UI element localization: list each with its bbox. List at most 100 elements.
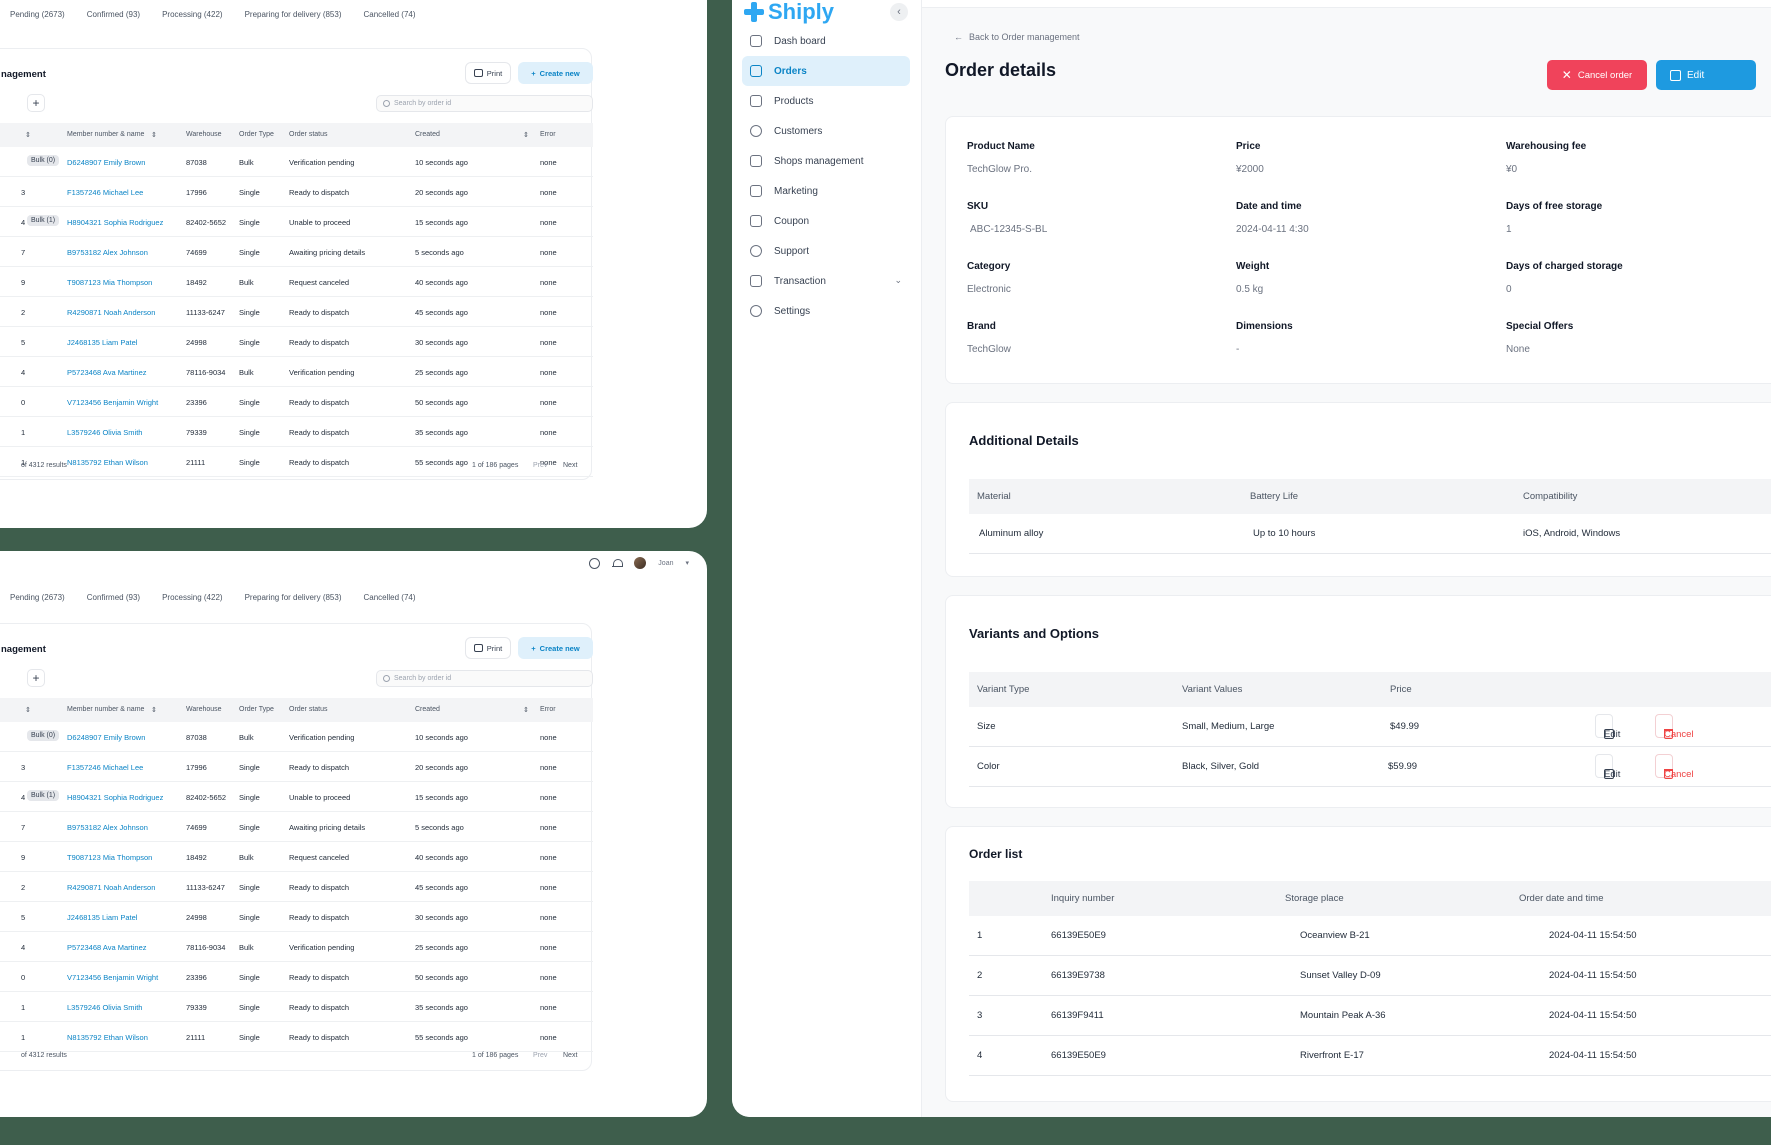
sort-icon[interactable]: ⇕: [25, 132, 31, 139]
sidebar-item-marketing[interactable]: Marketing: [742, 176, 910, 206]
table-row[interactable]: 9 T9087123 Mia Thompson 18492 Bulk Request c…: [0, 842, 593, 872]
column-header-member[interactable]: Member number & name: [67, 131, 145, 138]
member-link[interactable]: B9753182 Alex Johnson: [67, 823, 148, 832]
table-row[interactable]: D6248907 Emily Brown 87038 Bulk Verificatio…: [0, 147, 593, 177]
table-row[interactable]: 1 N8135792 Ethan Wilson 21111 Single Ready t…: [0, 1022, 593, 1052]
tab-cancelled[interactable]: Cancelled (74): [363, 10, 416, 19]
member-link[interactable]: P5723468 Ava Martinez: [67, 943, 147, 952]
tab-processing[interactable]: Processing (422): [162, 593, 223, 602]
table-row[interactable]: 9 T9087123 Mia Thompson 18492 Bulk Request c…: [0, 267, 593, 297]
table-row[interactable]: 4 P5723468 Ava Martinez 78116-9034 Bulk Veri…: [0, 932, 593, 962]
avatar[interactable]: [634, 557, 647, 569]
add-filter-button[interactable]: +: [27, 669, 45, 687]
sort-icon[interactable]: ⇕: [151, 132, 157, 139]
table-row[interactable]: 3 F1357246 Michael Lee 17996 Single Ready to…: [0, 177, 593, 207]
collapse-sidebar-button[interactable]: ‹: [890, 3, 908, 21]
member-link[interactable]: B9753182 Alex Johnson: [67, 248, 148, 257]
member-link[interactable]: R4290871 Noah Anderson: [67, 308, 156, 317]
next-button[interactable]: Next: [563, 1052, 578, 1059]
table-row[interactable]: 1 L3579246 Olivia Smith 79339 Single Ready t…: [0, 992, 593, 1022]
table-row[interactable]: 4 66139E50E9 Riverfront E-17 2024-04-11 …: [969, 1036, 1771, 1076]
tab-confirmed[interactable]: Confirmed (93): [86, 10, 141, 19]
member-link[interactable]: H8904321 Sophia Rodriguez: [67, 793, 164, 802]
member-link[interactable]: R4290871 Noah Anderson: [67, 883, 156, 892]
tab-processing[interactable]: Processing (422): [162, 10, 223, 19]
tab-cancelled[interactable]: Cancelled (74): [363, 593, 416, 602]
help-icon[interactable]: [589, 557, 601, 569]
table-row[interactable]: 2 R4290871 Noah Anderson 11133-6247 Single R…: [0, 872, 593, 902]
prev-button[interactable]: Prev: [533, 1052, 548, 1059]
member-link[interactable]: J2468135 Liam Patel: [67, 913, 138, 922]
member-link[interactable]: J2468135 Liam Patel: [67, 338, 138, 347]
sort-icon[interactable]: ⇕: [523, 132, 529, 139]
member-link[interactable]: T9087123 Mia Thompson: [67, 278, 153, 287]
sidebar-item-support[interactable]: Support: [742, 236, 910, 266]
column-header-member[interactable]: Member number & name: [67, 706, 145, 713]
member-link[interactable]: V7123456 Benjamin Wright: [67, 398, 159, 407]
print-button[interactable]: Print: [465, 62, 511, 84]
table-row[interactable]: 3 66139F9411 Mountain Peak A-36 2024-04-…: [969, 996, 1771, 1036]
table-row[interactable]: 1 66139E50E9 Oceanview B-21 2024-04-11 1…: [969, 916, 1771, 956]
column-header-created[interactable]: Created: [415, 131, 440, 138]
sidebar-item-products[interactable]: Products: [742, 86, 910, 116]
sidebar-item-orders[interactable]: Orders: [742, 56, 910, 86]
back-link[interactable]: ← Back to Order management: [954, 32, 1080, 42]
table-row[interactable]: 4 H8904321 Sophia Rodriguez 82402-5652 Sing…: [0, 207, 593, 237]
table-row[interactable]: 1 N8135792 Ethan Wilson 21111 Single Ready t…: [0, 447, 593, 477]
member-link[interactable]: P5723468 Ava Martinez: [67, 368, 147, 377]
variant-cancel-button[interactable]: Cancel: [1655, 754, 1694, 780]
sort-icon[interactable]: ⇕: [151, 707, 157, 714]
create-new-button[interactable]: + Create new: [518, 62, 593, 84]
sidebar-item-shops-management[interactable]: Shops management: [742, 146, 910, 176]
cancel-order-button[interactable]: ✕ Cancel order: [1547, 60, 1647, 90]
member-link[interactable]: D6248907 Emily Brown: [67, 158, 146, 167]
member-link[interactable]: H8904321 Sophia Rodriguez: [67, 218, 164, 227]
print-button[interactable]: Print: [465, 637, 511, 659]
create-new-button[interactable]: + Create new: [518, 637, 593, 659]
search-input[interactable]: Search by order id: [376, 670, 593, 687]
brand-logo[interactable]: Shiply: [744, 0, 834, 25]
member-link[interactable]: D6248907 Emily Brown: [67, 733, 146, 742]
variant-edit-button[interactable]: Edit: [1595, 754, 1620, 780]
chevron-down-icon[interactable]: ▾: [685, 560, 689, 567]
table-row[interactable]: D6248907 Emily Brown 87038 Bulk Verificatio…: [0, 722, 593, 752]
table-row[interactable]: 2 R4290871 Noah Anderson 11133-6247 Single R…: [0, 297, 593, 327]
user-name[interactable]: Joan: [658, 559, 674, 567]
member-link[interactable]: F1357246 Michael Lee: [67, 188, 144, 197]
tab-preparing[interactable]: Preparing for delivery (853): [244, 593, 342, 602]
member-link[interactable]: F1357246 Michael Lee: [67, 763, 144, 772]
bell-icon[interactable]: [612, 558, 624, 569]
sidebar-item-dash-board[interactable]: Dash board: [742, 26, 910, 56]
sidebar-item-coupon[interactable]: Coupon: [742, 206, 910, 236]
table-row[interactable]: 1 L3579246 Olivia Smith 79339 Single Ready t…: [0, 417, 593, 447]
tab-pending[interactable]: Pending (2673): [10, 593, 65, 602]
member-link[interactable]: L3579246 Olivia Smith: [67, 428, 143, 437]
member-link[interactable]: L3579246 Olivia Smith: [67, 1003, 143, 1012]
search-input[interactable]: Search by order id: [376, 95, 593, 112]
prev-button[interactable]: Prev: [533, 462, 548, 469]
tab-pending[interactable]: Pending (2673): [10, 10, 65, 19]
column-header-created[interactable]: Created: [415, 706, 440, 713]
add-filter-button[interactable]: +: [27, 94, 45, 112]
next-button[interactable]: Next: [563, 462, 578, 469]
table-row[interactable]: 7 B9753182 Alex Johnson 74699 Single Awaitin…: [0, 237, 593, 267]
edit-order-button[interactable]: Edit: [1656, 60, 1756, 90]
sort-icon[interactable]: ⇕: [523, 707, 529, 714]
variant-cancel-button[interactable]: Cancel: [1655, 714, 1694, 740]
table-row[interactable]: 3 F1357246 Michael Lee 17996 Single Ready to…: [0, 752, 593, 782]
sidebar-item-transaction[interactable]: Transaction ⌄: [742, 266, 910, 296]
table-row[interactable]: 0 V7123456 Benjamin Wright 23396 Single Read…: [0, 387, 593, 417]
tab-confirmed[interactable]: Confirmed (93): [86, 593, 141, 602]
sort-icon[interactable]: ⇕: [25, 707, 31, 714]
table-row[interactable]: 0 V7123456 Benjamin Wright 23396 Single Read…: [0, 962, 593, 992]
member-link[interactable]: N8135792 Ethan Wilson: [67, 1033, 148, 1042]
table-row[interactable]: 5 J2468135 Liam Patel 24998 Single Ready to …: [0, 327, 593, 357]
table-row[interactable]: 2 66139E9738 Sunset Valley D-09 2024-04-…: [969, 956, 1771, 996]
tab-preparing[interactable]: Preparing for delivery (853): [244, 10, 342, 19]
table-row[interactable]: 4 H8904321 Sophia Rodriguez 82402-5652 Sing…: [0, 782, 593, 812]
member-link[interactable]: T9087123 Mia Thompson: [67, 853, 153, 862]
member-link[interactable]: N8135792 Ethan Wilson: [67, 458, 148, 467]
table-row[interactable]: 4 P5723468 Ava Martinez 78116-9034 Bulk Veri…: [0, 357, 593, 387]
table-row[interactable]: 7 B9753182 Alex Johnson 74699 Single Awaitin…: [0, 812, 593, 842]
chevron-down-icon[interactable]: ⌄: [894, 275, 902, 285]
